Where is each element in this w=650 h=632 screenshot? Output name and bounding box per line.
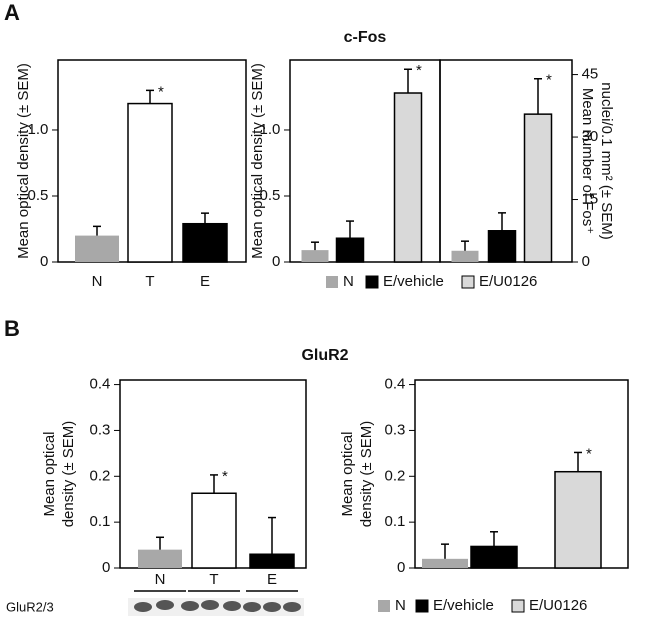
y-tick-label: 0 — [582, 253, 590, 270]
y-axis-label: Mean optical density (± SEM) — [249, 63, 266, 259]
chart-title: c-Fos — [344, 29, 387, 46]
y-tick-label: 0.4 — [385, 376, 406, 393]
y-tick-label: 0 — [397, 559, 405, 576]
legend-swatch — [511, 599, 525, 613]
y-tick-label: 0.5 — [28, 187, 49, 204]
legend-label: E/U0126 — [529, 597, 587, 614]
legend-swatch — [365, 275, 379, 289]
band — [156, 600, 174, 610]
legend-label: N — [343, 273, 354, 290]
band — [134, 602, 152, 612]
blot-bands — [134, 600, 301, 612]
x-tick-label: N — [92, 273, 103, 290]
band — [181, 601, 199, 611]
y-tick-label: 0.1 — [385, 513, 406, 530]
blot-label: GluR2/3 — [6, 599, 54, 614]
x-tick-label: E — [200, 273, 210, 290]
legend-swatch — [415, 599, 429, 613]
band — [223, 601, 241, 611]
bar — [138, 549, 182, 568]
y-tick-label: 0.3 — [385, 421, 406, 438]
band — [243, 602, 261, 612]
bar — [249, 553, 295, 569]
legend-label: N — [395, 597, 406, 614]
y-tick-label: 0.2 — [90, 467, 111, 484]
y-tick-label: 0.4 — [90, 376, 111, 393]
y-axis-label: Mean optical density (± SEM) — [15, 63, 32, 259]
panel-label: A — [4, 0, 20, 25]
legend-swatch — [461, 275, 475, 289]
x-tick-label: T — [145, 273, 154, 290]
legend-swatch — [326, 276, 338, 288]
bar — [470, 545, 518, 569]
bar — [301, 250, 329, 262]
legend-label: E/vehicle — [433, 597, 494, 614]
chart-title: GluR2 — [301, 347, 348, 364]
y2-axis-label: nuclei/0.1 mm² (± SEM) — [598, 82, 615, 239]
y-tick-label: 15 — [582, 190, 599, 207]
bar — [451, 250, 479, 262]
y-tick-label: 0.1 — [90, 513, 111, 530]
x-tick-label: T — [209, 571, 218, 588]
band — [283, 602, 301, 612]
bar — [554, 470, 602, 569]
y-tick-label: 1.0 — [260, 121, 281, 138]
y-tick-label: 30 — [582, 128, 599, 145]
y-tick-label: 0 — [40, 253, 48, 270]
panel-label: B — [4, 316, 20, 341]
y-axis-label: density (± SEM) — [358, 421, 375, 528]
band — [263, 602, 281, 612]
y-tick-label: 1.0 — [28, 121, 49, 138]
y-tick-label: 0 — [102, 559, 110, 576]
x-tick-label: E — [267, 571, 277, 588]
y-tick-label: 45 — [582, 66, 599, 83]
y-tick-label: 0.2 — [385, 467, 406, 484]
legend-label: E/U0126 — [479, 273, 537, 290]
y-axis-label: Mean optical — [41, 431, 58, 516]
legend-swatch — [378, 600, 390, 612]
legend-label: E/vehicle — [383, 273, 444, 290]
y-axis-label: density (± SEM) — [60, 421, 77, 528]
y2-axis-label: Mean number of Fos⁺ — [579, 88, 596, 234]
bar — [393, 92, 423, 263]
significance-marker: * — [546, 72, 552, 89]
significance-marker: * — [586, 445, 592, 462]
x-tick-label: N — [155, 571, 166, 588]
plot-frame — [414, 379, 629, 569]
bar — [182, 222, 228, 263]
bar — [487, 230, 517, 263]
significance-marker: * — [416, 62, 422, 79]
significance-marker: * — [222, 468, 228, 485]
bar — [335, 237, 365, 263]
bar — [422, 558, 468, 568]
western-blot — [128, 598, 304, 616]
significance-marker: * — [158, 83, 164, 100]
band — [201, 600, 219, 610]
bar — [191, 492, 237, 569]
bar — [523, 113, 553, 263]
y-axis-label: Mean optical — [339, 431, 356, 516]
y-tick-label: 0.3 — [90, 421, 111, 438]
y-tick-label: 0.5 — [260, 187, 281, 204]
bar — [127, 102, 173, 263]
bar — [75, 235, 119, 262]
y-tick-label: 0 — [272, 253, 280, 270]
